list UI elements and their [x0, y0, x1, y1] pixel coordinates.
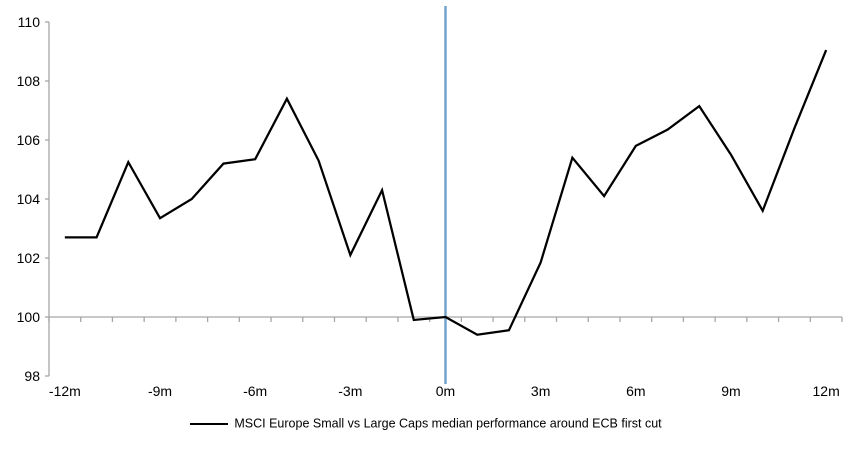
- y-axis-label: 106: [17, 132, 41, 148]
- y-axis: 98 100 102 104 106 108 110: [17, 14, 50, 384]
- x-axis-label: 9m: [721, 383, 740, 399]
- x-axis-label: 12m: [813, 383, 840, 399]
- x-axis-label: 3m: [531, 383, 550, 399]
- series-line: [64, 49, 828, 336]
- y-axis-label: 98: [24, 368, 40, 384]
- chart-legend: MSCI Europe Small vs Large Caps median p…: [0, 416, 852, 431]
- legend-line-swatch: [190, 422, 229, 425]
- x-axis-label: -3m: [338, 383, 362, 399]
- x-axis-label: -12m: [49, 383, 81, 399]
- x-axis-label: 0m: [436, 383, 455, 399]
- legend-label: MSCI Europe Small vs Large Caps median p…: [234, 416, 662, 431]
- y-axis-label: 110: [18, 14, 41, 30]
- y-axis-label: 108: [17, 73, 41, 89]
- x-axis-label: 6m: [626, 383, 645, 399]
- y-axis-label: 100: [17, 309, 41, 325]
- y-axis-label: 102: [17, 250, 41, 266]
- x-axis-label: -6m: [243, 383, 267, 399]
- x-axis-label: -9m: [148, 383, 172, 399]
- y-axis-label: 104: [17, 191, 41, 207]
